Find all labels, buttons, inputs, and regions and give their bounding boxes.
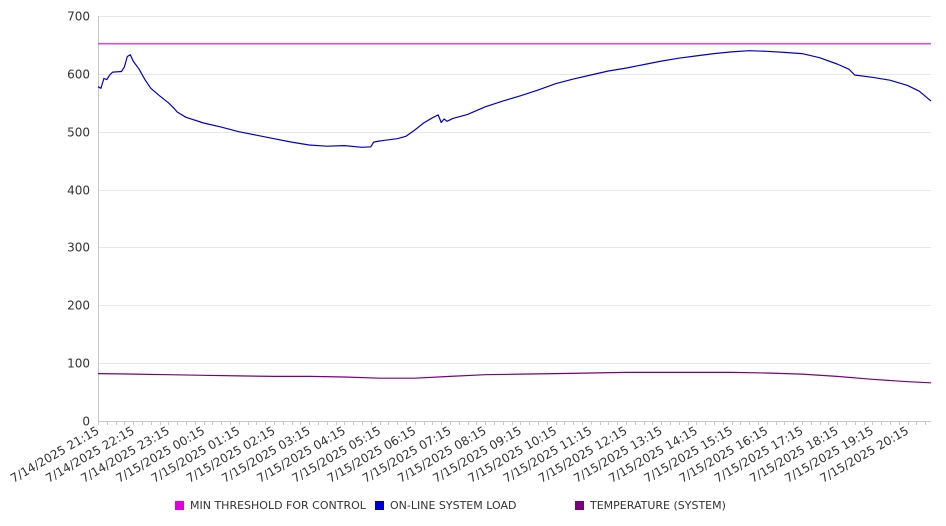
legend-label-temperature: TEMPERATURE (SYSTEM)	[590, 499, 726, 512]
y-tick-label: 500	[67, 126, 90, 140]
legend-item-system-load: ON-LINE SYSTEM LOAD	[375, 499, 516, 512]
y-tick-labels: 0 100 200 300 400 500 600 700	[67, 10, 90, 429]
system-load-line	[97, 50, 932, 148]
legend-swatch-min-threshold	[175, 501, 184, 510]
grid-lines	[98, 16, 931, 364]
y-tick-label: 400	[67, 184, 90, 198]
y-tick-label: 0	[82, 415, 90, 429]
legend: MIN THRESHOLD FOR CONTROL ON-LINE SYSTEM…	[0, 496, 946, 518]
legend-label-system-load: ON-LINE SYSTEM LOAD	[390, 499, 517, 512]
y-tick-label: 200	[67, 299, 90, 313]
axes	[98, 16, 931, 425]
legend-item-temperature: TEMPERATURE (SYSTEM)	[575, 499, 726, 512]
y-tick-label: 100	[67, 357, 90, 371]
y-tick-label: 600	[67, 68, 90, 82]
legend-item-min-threshold: MIN THRESHOLD FOR CONTROL	[175, 499, 366, 512]
y-tick-label: 700	[67, 10, 90, 24]
x-tick-labels: 7/14/2025 21:157/14/2025 22:157/14/2025 …	[8, 423, 911, 485]
legend-swatch-system-load	[375, 501, 384, 510]
y-tick-label: 300	[67, 241, 90, 255]
legend-label-min-threshold: MIN THRESHOLD FOR CONTROL	[190, 499, 366, 512]
legend-swatch-temperature	[575, 501, 584, 510]
series-lines	[97, 43, 932, 384]
temperature-line	[97, 371, 932, 384]
